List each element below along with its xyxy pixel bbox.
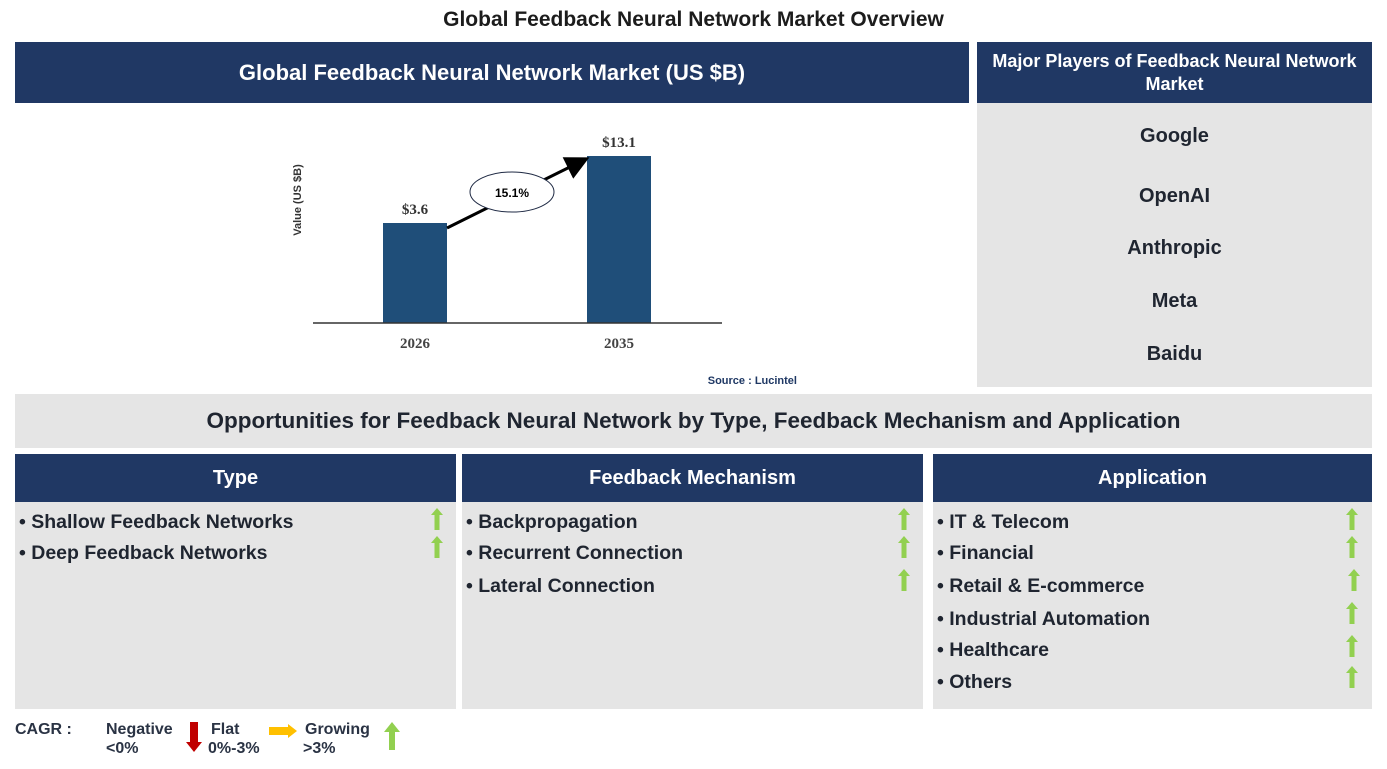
segment-item: • Lateral Connection bbox=[466, 575, 655, 597]
segment-item: • Recurrent Connection bbox=[466, 542, 684, 564]
market-chart: Value (US $B) $3.6 $13.1 2026 2035 15.1%… bbox=[280, 120, 800, 390]
up-arrow-icon bbox=[384, 722, 400, 750]
cagr-legend: CAGR : Negative <0% Flat 0%-3% Growing >… bbox=[15, 719, 435, 764]
player-item: OpenAI bbox=[1138, 185, 1211, 207]
players-list: Google OpenAI Anthropic Meta Baidu bbox=[977, 103, 1372, 387]
category-label-2026: 2026 bbox=[400, 336, 431, 352]
y-axis-label: Value (US $B) bbox=[292, 164, 304, 236]
segment-item: • Healthcare bbox=[937, 639, 1049, 661]
growing-up-arrow-icon bbox=[1346, 602, 1358, 624]
legend-negative-range: <0% bbox=[106, 740, 139, 757]
segment-item: • Others bbox=[937, 671, 1013, 693]
value-label-2035: $13.1 bbox=[602, 135, 636, 151]
legend-negative-name: Negative bbox=[106, 721, 173, 738]
growing-up-arrow-icon bbox=[898, 536, 910, 558]
growing-up-arrow-icon bbox=[898, 508, 910, 530]
segment-body-type: • Shallow Feedback Networks • Deep Feedb… bbox=[15, 502, 456, 709]
legend-growing-range: >3% bbox=[303, 740, 336, 757]
legend-growing-name: Growing bbox=[305, 721, 370, 738]
player-item: Google bbox=[1140, 125, 1209, 147]
right-arrow-icon bbox=[269, 724, 297, 738]
segment-item: • Deep Feedback Networks bbox=[19, 542, 268, 564]
segment-item: • Industrial Automation bbox=[937, 608, 1151, 630]
growing-up-arrow-icon bbox=[1348, 569, 1360, 591]
down-arrow-icon bbox=[186, 722, 202, 752]
chart-panel-header: Global Feedback Neural Network Market (U… bbox=[15, 42, 969, 103]
bar-2026 bbox=[383, 223, 447, 323]
bar-2035 bbox=[587, 156, 651, 323]
segment-body-application: • IT & Telecom • Financial • Retail & E-… bbox=[933, 502, 1372, 709]
growing-up-arrow-icon bbox=[431, 508, 443, 530]
growing-up-arrow-icon bbox=[1346, 635, 1358, 657]
growing-up-arrow-icon bbox=[898, 569, 910, 591]
legend-label: CAGR : bbox=[15, 721, 72, 738]
growing-up-arrow-icon bbox=[1346, 536, 1358, 558]
opportunities-title: Opportunities for Feedback Neural Networ… bbox=[15, 394, 1372, 448]
value-label-2026: $3.6 bbox=[402, 202, 429, 218]
player-item: Meta bbox=[1151, 290, 1198, 312]
page-title: Global Feedback Neural Network Market Ov… bbox=[443, 8, 944, 31]
cagr-value: 15.1% bbox=[495, 186, 529, 200]
segment-item: • Shallow Feedback Networks bbox=[19, 511, 294, 533]
segment-item: • Retail & E-commerce bbox=[937, 575, 1145, 597]
legend-flat-range: 0%-3% bbox=[208, 740, 260, 757]
segment-header-feedback-mechanism: Feedback Mechanism bbox=[462, 454, 923, 502]
growing-up-arrow-icon bbox=[1346, 666, 1358, 688]
category-label-2035: 2035 bbox=[604, 336, 634, 352]
players-header: Major Players of Feedback Neural Network… bbox=[977, 42, 1372, 103]
source-label: Source : Lucintel bbox=[708, 375, 797, 387]
bar-chart-svg: Value (US $B) $3.6 $13.1 2026 2035 15.1%… bbox=[292, 135, 797, 387]
growing-up-arrow-icon bbox=[431, 536, 443, 558]
legend-flat-name: Flat bbox=[211, 721, 240, 738]
player-item: Baidu bbox=[1146, 343, 1203, 365]
segment-header-type: Type bbox=[15, 454, 456, 502]
segment-item: • Financial bbox=[937, 542, 1034, 564]
segment-item: • Backpropagation bbox=[466, 511, 638, 533]
cagr-ellipse bbox=[469, 171, 555, 213]
player-item: Anthropic bbox=[1127, 237, 1222, 259]
growing-up-arrow-icon bbox=[1346, 508, 1358, 530]
segment-header-application: Application bbox=[933, 454, 1372, 502]
segment-item: • IT & Telecom bbox=[937, 511, 1070, 533]
segment-body-feedback-mechanism: • Backpropagation • Recurrent Connection… bbox=[462, 502, 923, 709]
